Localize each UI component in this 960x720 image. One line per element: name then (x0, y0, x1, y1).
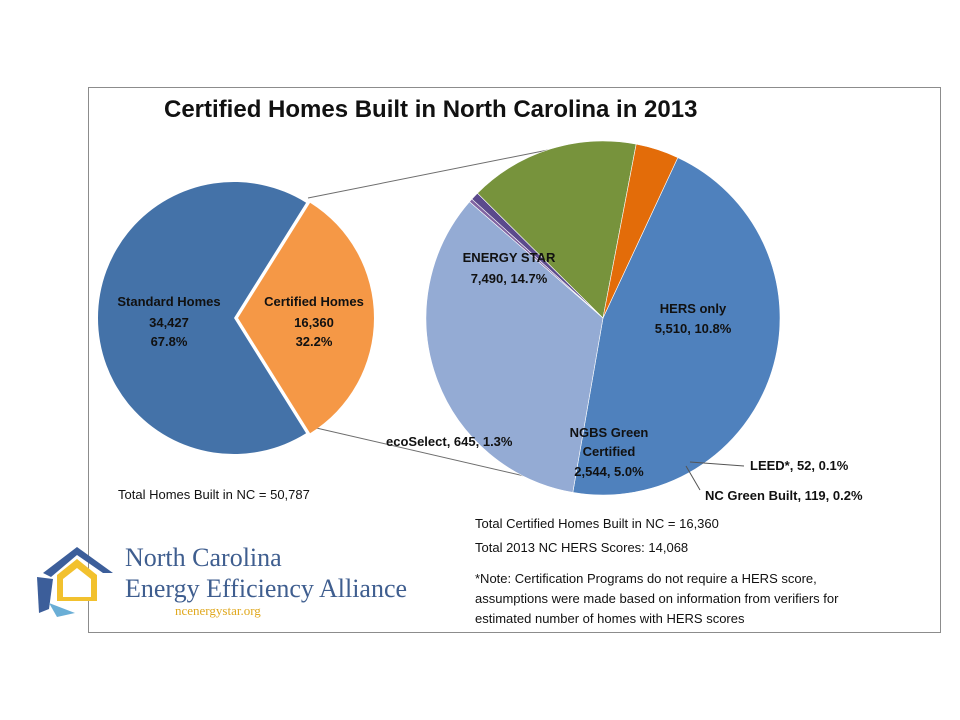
logo-line-1: North Carolina (125, 543, 282, 572)
total-certified-note: Total Certified Homes Built in NC = 16,3… (475, 516, 719, 531)
hers-label-name: HERS only (660, 301, 727, 316)
footnote-line-3: estimated number of homes with HERS scor… (475, 611, 745, 626)
certified-label-pct: 32.2% (296, 334, 333, 349)
ngbs-label-name-2: Certified (583, 444, 636, 459)
slice-standard-homes (97, 182, 307, 455)
footnote-line-2: assumptions were made based on informati… (475, 591, 839, 606)
slice-hers-only (425, 201, 604, 493)
hers-label-value: 5,510, 10.8% (655, 321, 732, 336)
leader-line-leed (689, 461, 745, 467)
logo: North Carolina Energy Efficiency Allianc… (35, 543, 435, 623)
total-homes-note: Total Homes Built in NC = 50,787 (118, 487, 310, 502)
connector-line-top (307, 145, 569, 199)
ecoselect-label: ecoSelect, 645, 1.3% (386, 434, 513, 449)
certified-label-name: Certified Homes (264, 294, 364, 309)
energy-star-label-value: 7,490, 14.7% (471, 271, 548, 286)
ngbs-label-value: 2,544, 5.0% (574, 464, 644, 479)
logo-line-2: Energy Efficiency Alliance (125, 574, 408, 603)
leed-label: LEED*, 52, 0.1% (750, 458, 849, 473)
slice-energy-star (572, 157, 781, 496)
standard-label-pct: 67.8% (151, 334, 188, 349)
standard-label-value: 34,427 (149, 315, 189, 330)
footnote-line-1: *Note: Certification Programs do not req… (475, 571, 817, 586)
chart-title: Certified Homes Built in North Carolina … (164, 96, 698, 123)
standard-label-name: Standard Homes (117, 294, 220, 309)
certified-label-value: 16,360 (294, 315, 334, 330)
logo-url: ncenergystar.org (175, 603, 261, 618)
house-logo-icon (37, 547, 113, 617)
total-hers-note: Total 2013 NC HERS Scores: 14,068 (475, 540, 689, 555)
slice-ecoselect (602, 143, 679, 319)
slice-certified-homes (238, 202, 374, 434)
ngbs-label-name-1: NGBS Green (570, 425, 649, 440)
nc-green-built-label: NC Green Built, 119, 0.2% (705, 488, 863, 503)
energy-star-label-name: ENERGY STAR (463, 250, 556, 265)
leader-line-nc-green-built (685, 465, 701, 491)
slice-ngbs-green-certified (477, 140, 637, 319)
breakdown-pie (425, 140, 781, 496)
